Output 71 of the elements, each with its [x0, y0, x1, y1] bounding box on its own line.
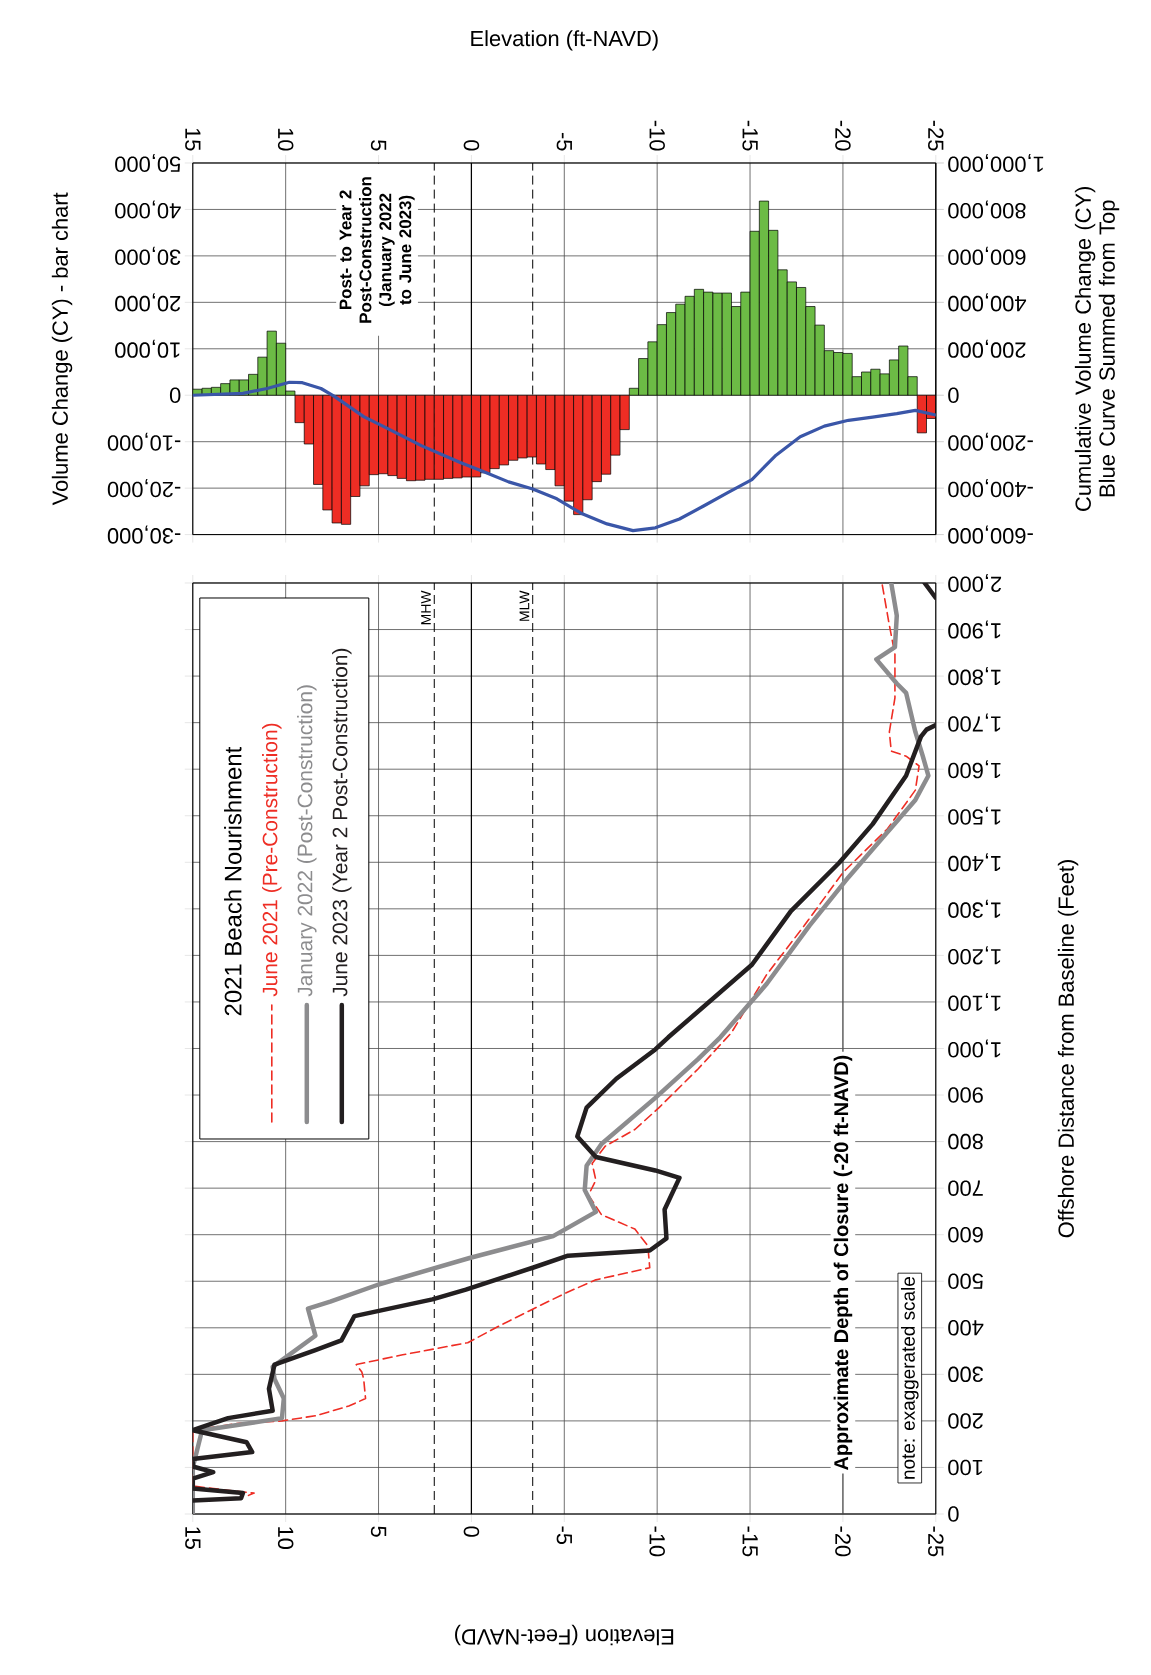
- y-tick-label: 0: [948, 1506, 959, 1522]
- y2-tick-label: 200,000: [948, 339, 1026, 358]
- y2-tick-label: 1,000,000: [948, 153, 1044, 173]
- x-axis-title: Elevation (Feet-NAVD): [455, 1624, 674, 1646]
- y2-tick-label: -600,000: [948, 525, 1033, 544]
- y-axis-title: Offshore Distance from Baseline (Feet): [1057, 860, 1079, 1238]
- text: June 2021 (Pre-Construction): [262, 723, 282, 997]
- x-tick-label: -15: [742, 120, 758, 151]
- y2-tick-label: 600,000: [948, 246, 1026, 265]
- text: January 2022 (Post-Construction): [297, 685, 317, 997]
- y-tick-label: 1,900: [948, 620, 1001, 639]
- x-tick-label: 15: [185, 128, 201, 151]
- x-tick-label: -5: [556, 132, 572, 151]
- y-tick-label: 100: [948, 1459, 983, 1476]
- y-tick-label: 400: [948, 1320, 984, 1336]
- text: June 2023 (Year 2 Post-Construction): [332, 648, 352, 997]
- y-tick-label: 300: [948, 1366, 984, 1383]
- y-tick-label: 900: [948, 1087, 983, 1103]
- ref-line-label: Approximate Depth of Closure (-20 ft-NAVD): [833, 1055, 853, 1471]
- y-tick-label: -20,000: [107, 479, 181, 498]
- x-tick-label: 15: [185, 1527, 201, 1549]
- x-axis-title: Elevation (ft-NAVD): [471, 30, 658, 51]
- y-tick-label: 1,300: [948, 899, 1001, 918]
- y2-tick-label: -200,000: [948, 432, 1033, 451]
- y-axis-title: Volume Change (CY) - bar chart: [51, 192, 73, 506]
- y-tick-label: 50,000: [115, 153, 181, 173]
- y-tick-label: 600: [948, 1226, 983, 1243]
- y-tick-label: 800: [948, 1133, 983, 1150]
- y-tick-label: 1,500: [948, 806, 1001, 825]
- x-tick-label: 0: [463, 1526, 480, 1537]
- y-tick-label: 1,000: [948, 1039, 1001, 1058]
- x-tick-label: -5: [556, 1526, 572, 1545]
- y2-tick-label: 400,000: [948, 293, 1027, 312]
- x-tick-label: 5: [370, 140, 387, 151]
- x-tick-label: -10: [649, 120, 665, 151]
- x-tick-label: 5: [370, 1526, 387, 1537]
- y-tick-label: 2,000: [948, 573, 1002, 593]
- y-tick-label: -30,000: [107, 525, 181, 544]
- y-tick-label: 20,000: [115, 293, 181, 312]
- y-tick-label: 700: [948, 1180, 983, 1196]
- x-tick-label: -10: [649, 1526, 665, 1557]
- x-tick-label: 10: [277, 128, 294, 151]
- y-tick-label: 200: [948, 1413, 983, 1429]
- y2-tick-label: -400,000: [948, 479, 1033, 498]
- x-tick-label: -20: [835, 1526, 851, 1557]
- y-tick-label: 1,100: [948, 992, 1001, 1012]
- annotation: Post- to Year 2 Post-Construction (January 2022 to June 2023): [339, 177, 415, 323]
- y-tick-label: 500: [948, 1273, 984, 1290]
- y-tick-label: 1,200: [948, 946, 1001, 965]
- legend-title: 2021 Beach Nourishment: [224, 746, 242, 1016]
- y-tick-label: -10,000: [107, 432, 181, 451]
- y-tick-label: 0: [169, 387, 181, 403]
- ref-line-label: MLW: [519, 590, 530, 621]
- y-tick-label: 1,700: [948, 713, 1001, 732]
- y2-axis-title: Cumulative Volume Change (CY) Blue Curve Summed from Top: [1074, 186, 1120, 511]
- y-tick-label: 1,400: [948, 853, 1001, 872]
- x-tick-label: -25: [928, 1526, 944, 1557]
- x-tick-label: -15: [742, 1526, 758, 1557]
- x-tick-label: -25: [928, 120, 944, 151]
- y-tick-label: 10,000: [115, 339, 180, 358]
- ref-line-label: MHW: [421, 590, 431, 625]
- annotation: note: exaggerated scale: [900, 1277, 919, 1479]
- y-tick-label: 1,600: [948, 760, 1001, 779]
- y-tick-label: 40,000: [115, 200, 181, 219]
- y2-tick-label: 800,000: [948, 200, 1026, 219]
- x-tick-label: 0: [463, 140, 480, 151]
- x-tick-label: 10: [277, 1527, 294, 1550]
- y-tick-label: 30,000: [115, 246, 181, 265]
- y-tick-label: 1,800: [948, 667, 1001, 686]
- x-tick-label: -20: [835, 120, 851, 151]
- line-series: [192, 380, 936, 533]
